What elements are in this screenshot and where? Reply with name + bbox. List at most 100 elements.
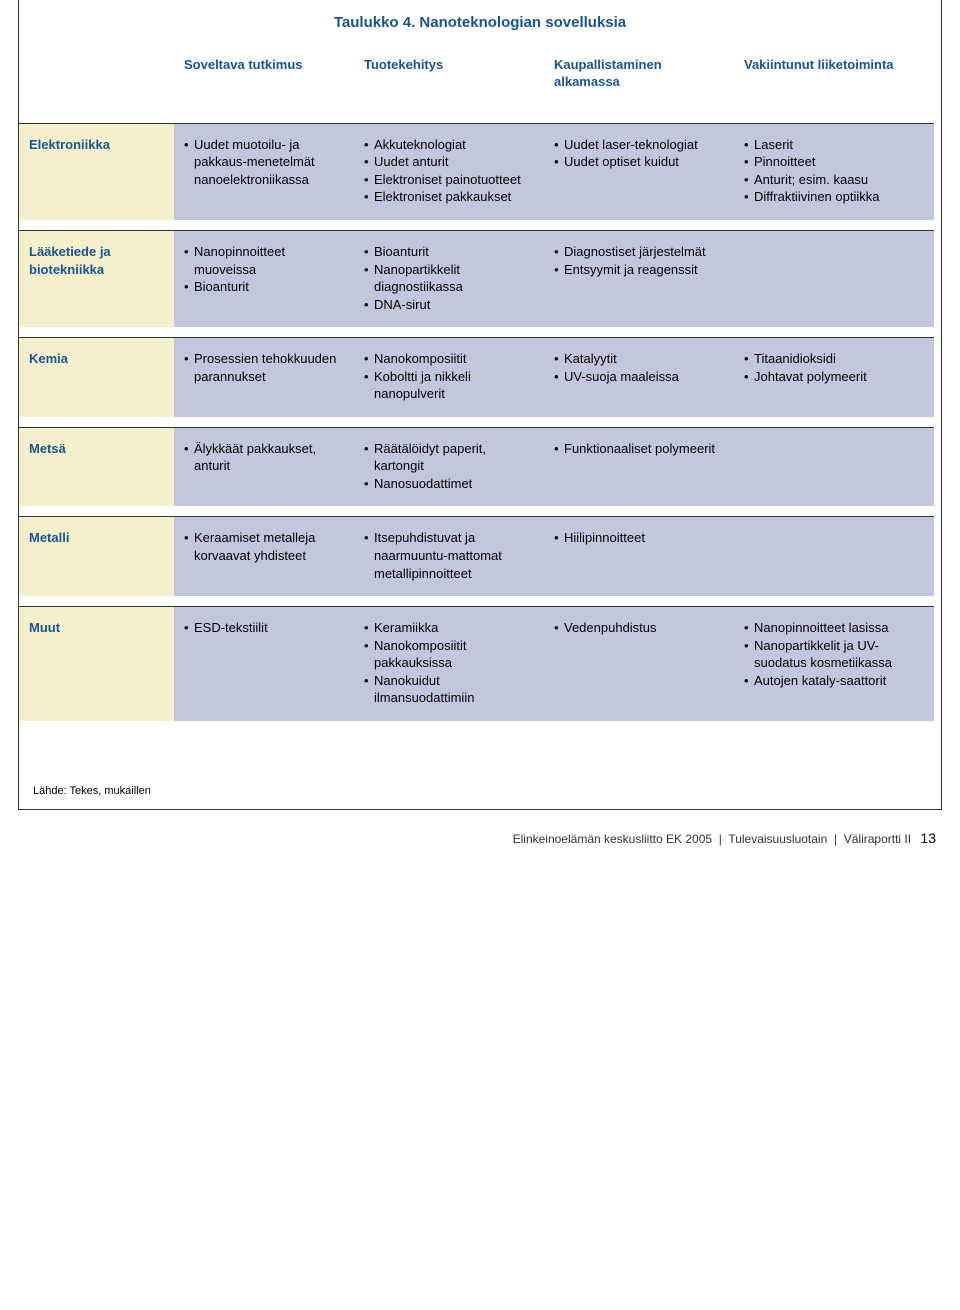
row-gap [734,417,934,427]
table-cell: KatalyytitUV-suoja maaleissa [544,337,734,417]
list-item: Uudet muotoilu- ja pakkaus-menetelmät na… [184,136,344,189]
list-item: Entsyymit ja reagenssit [554,261,724,279]
table-container: Taulukko 4. Nanoteknologian sovelluksia … [18,0,942,810]
row-label: Elektroniikka [19,123,174,220]
table-cell [734,427,934,507]
list-item: Nanokomposiitit pakkauksissa [364,637,534,672]
list-item: Koboltti ja nikkeli nanopulverit [364,368,534,403]
row-gap [174,596,354,606]
page-number: 13 [914,830,936,846]
table-cell: Itsepuhdistuvat ja naarmuuntu-mattomat m… [354,516,544,596]
list-item: Elektroniset painotuotteet [364,171,534,189]
footer-doc: Tulevaisuusluotain [728,832,827,846]
row-gap [19,417,174,427]
row-label: Metsä [19,427,174,507]
row-gap [734,220,934,230]
list-item: Nanopartikkelit diagnostiikassa [364,261,534,296]
column-header: Vakiintunut liiketoiminta [734,49,934,113]
table-cell: Uudet laser-teknologiatUudet optiset kui… [544,123,734,220]
list-item: Nanopartikkelit ja UV-suodatus kosmetiik… [744,637,924,672]
table-cell: Älykkäät pakkaukset, anturit [174,427,354,507]
row-gap [354,327,544,337]
row-gap [174,113,354,123]
row-gap [19,327,174,337]
column-header [19,49,174,113]
list-item: Nanosuodattimet [364,475,534,493]
table-cell: Prosessien tehokkuuden parannukset [174,337,354,417]
row-gap [19,220,174,230]
table-cell: ESD-tekstiilit [174,606,354,721]
list-item: Johtavat polymeerit [744,368,924,386]
row-gap [19,506,174,516]
column-header: Tuotekehitys [354,49,544,113]
row-gap [544,113,734,123]
table-cell [734,516,934,596]
list-item: Autojen kataly-saattorit [744,672,924,690]
row-gap [174,417,354,427]
footer-org: Elinkeinoelämän keskusliitto EK 2005 [513,832,712,846]
row-gap [174,327,354,337]
list-item: Bioanturit [184,278,344,296]
table-cell: AkkuteknologiatUudet anturitElektroniset… [354,123,544,220]
list-item: Laserit [744,136,924,154]
list-item: Pinnoitteet [744,153,924,171]
list-item: ESD-tekstiilit [184,619,344,637]
row-gap [174,506,354,516]
row-gap [734,506,934,516]
table-cell: Keraamiset metalleja korvaavat yhdisteet [174,516,354,596]
list-item: Anturit; esim. kaasu [744,171,924,189]
footer-part: Väliraportti II [844,832,911,846]
table-cell: Uudet muotoilu- ja pakkaus-menetelmät na… [174,123,354,220]
list-item: Uudet anturit [364,153,534,171]
table-cell: Nanopinnoitteet muoveissaBioanturit [174,230,354,327]
row-gap [734,327,934,337]
row-label: Metalli [19,516,174,596]
row-label: Lääketiede ja biotekniikka [19,230,174,327]
data-table: Soveltava tutkimusTuotekehitysKaupallist… [19,49,941,721]
row-gap [544,596,734,606]
row-gap [544,220,734,230]
table-cell: TitaanidioksidiJohtavat polymeerit [734,337,934,417]
row-label: Kemia [19,337,174,417]
list-item: Diffraktiivinen optiikka [744,188,924,206]
source-note: Lähde: Tekes, mukaillen [19,721,941,809]
table-cell: Räätälöidyt paperit, kartongitNanosuodat… [354,427,544,507]
row-gap [19,596,174,606]
table-cell: BioanturitNanopartikkelit diagnostiikass… [354,230,544,327]
list-item: Keraamiset metalleja korvaavat yhdisteet [184,529,344,564]
list-item: Nanopinnoitteet muoveissa [184,243,344,278]
row-gap [19,113,174,123]
list-item: Katalyytit [554,350,724,368]
list-item: Titaanidioksidi [744,350,924,368]
row-gap [354,506,544,516]
list-item: Nanokomposiitit [364,350,534,368]
table-cell: Diagnostiset järjestelmätEntsyymit ja re… [544,230,734,327]
row-gap [174,220,354,230]
list-item: Akkuteknologiat [364,136,534,154]
table-cell: KeramiikkaNanokomposiitit pakkauksissaNa… [354,606,544,721]
list-item: Nanokuidut ilmansuodattimiin [364,672,534,707]
list-item: UV-suoja maaleissa [554,368,724,386]
row-gap [544,506,734,516]
table-cell: Nanopinnoitteet lasissaNanopartikkelit j… [734,606,934,721]
row-gap [354,417,544,427]
row-gap [544,417,734,427]
column-header: Soveltava tutkimus [174,49,354,113]
column-header: Kaupallistaminen alkamassa [544,49,734,113]
row-gap [734,113,934,123]
list-item: Uudet laser-teknologiat [554,136,724,154]
list-item: Keramiikka [364,619,534,637]
list-item: Diagnostiset järjestelmät [554,243,724,261]
list-item: Nanopinnoitteet lasissa [744,619,924,637]
list-item: Funktionaaliset polymeerit [554,440,724,458]
list-item: Älykkäät pakkaukset, anturit [184,440,344,475]
table-cell: LaseritPinnoitteetAnturit; esim. kaasuDi… [734,123,934,220]
list-item: Itsepuhdistuvat ja naarmuuntu-mattomat m… [364,529,534,582]
row-gap [544,327,734,337]
row-label: Muut [19,606,174,721]
table-title: Taulukko 4. Nanoteknologian sovelluksia [19,0,941,49]
row-gap [354,220,544,230]
table-cell: Funktionaaliset polymeerit [544,427,734,507]
table-cell: Hiilipinnoitteet [544,516,734,596]
list-item: Prosessien tehokkuuden parannukset [184,350,344,385]
